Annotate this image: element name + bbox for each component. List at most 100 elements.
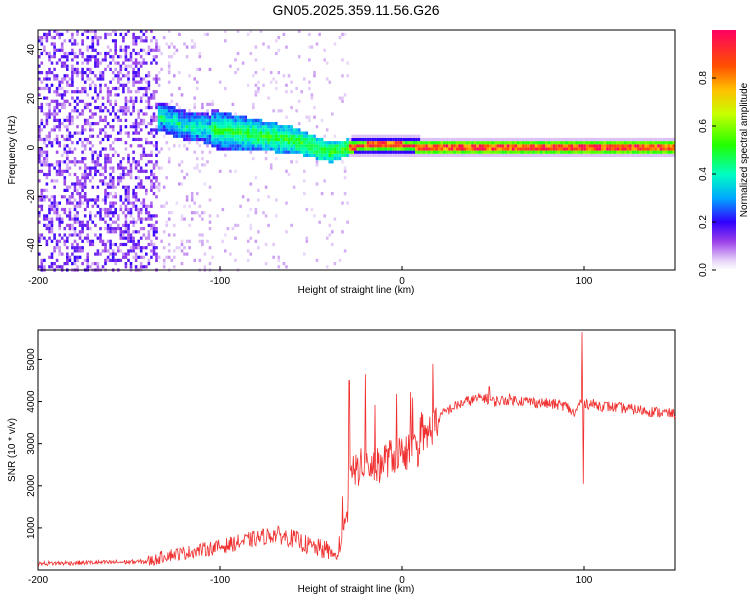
heatmap-cell [89,147,92,151]
heatmap-cell [101,172,105,177]
heatmap-cell [94,233,97,237]
heatmap-cell [132,83,135,87]
heatmap-cell [481,147,484,151]
heatmap-cell [60,207,64,212]
heatmap-cell [127,74,130,78]
heatmap-cell [361,153,365,157]
y-tick-label: 4000 [26,390,37,413]
heatmap-cell [150,118,153,122]
heatmap-cell [152,115,156,119]
heatmap-cell [224,153,227,157]
heatmap-cell [346,137,349,142]
heatmap-cell [48,137,51,142]
heatmap-cell [440,137,444,142]
heatmap-cell [425,144,428,148]
heatmap-cell [160,122,163,126]
heatmap-cell [38,214,41,218]
heatmap-cell [545,137,548,142]
heatmap-cell [415,147,418,151]
heatmap-cell [155,61,158,65]
heatmap-cell [547,141,551,145]
heatmap-cell [573,137,576,142]
heatmap-cell [43,86,46,91]
heatmap-cell [132,39,135,43]
heatmap-cell [68,137,72,142]
heatmap-cell [86,77,89,81]
spectrogram-y-label: Frequency (Hz) [7,116,18,185]
heatmap-cell [91,55,95,59]
heatmap-cell [185,137,189,142]
heatmap-cell [410,147,413,151]
heatmap-cell [96,39,100,43]
heatmap-cell [132,36,135,40]
heatmap-cell [142,93,146,97]
heatmap-cell [63,233,67,237]
heatmap-cell [252,74,255,78]
heatmap-cell [221,147,225,151]
heatmap-cell [573,141,576,145]
heatmap-cell [448,147,451,151]
heatmap-cell [315,147,319,151]
heatmap-cell [331,242,334,247]
heatmap-cell [634,137,637,142]
heatmap-cell [351,141,354,145]
heatmap-cell [504,137,507,142]
heatmap-cell [435,153,439,157]
heatmap-cell [203,137,207,142]
heatmap-cell [354,137,357,142]
heatmap-cell [366,153,370,157]
heatmap-cell [73,109,77,113]
heatmap-cell [150,239,153,243]
heatmap-cell [147,80,151,84]
heatmap-cell [527,153,530,157]
heatmap-cell [499,150,502,154]
heatmap-cell [73,55,77,59]
heatmap-cell [440,141,444,145]
heatmap-cell [81,90,84,94]
heatmap-cell [292,134,296,138]
heatmap-cell [374,137,377,142]
heatmap-cell [224,112,227,116]
heatmap-cell [659,137,663,142]
heatmap-cell [259,141,263,145]
heatmap-cell [180,93,184,97]
heatmap-cell [269,141,273,145]
heatmap-cell [420,153,423,157]
heatmap-cell [43,265,46,269]
heatmap-cell [150,249,153,253]
heatmap-cell [361,147,365,151]
heatmap-cell [124,242,128,247]
heatmap-cell [259,134,263,138]
heatmap-cell [430,141,433,145]
heatmap-cell [320,144,324,148]
heatmap-cell [412,150,416,154]
heatmap-cell [313,147,316,151]
heatmap-cell [124,172,128,177]
heatmap-cell [71,90,74,94]
heatmap-cell [422,137,426,142]
heatmap-cell [259,131,263,135]
heatmap-cell [481,150,484,154]
heatmap-cell [315,157,319,161]
heatmap-cell [73,185,77,189]
heatmap-cell [277,48,281,52]
heatmap-cell [277,125,281,129]
heatmap-cell [145,80,148,84]
heatmap-cell [399,141,403,145]
heatmap-cell [152,182,156,186]
heatmap-cell [78,223,82,227]
heatmap-cell [415,134,418,138]
heatmap-cell [114,45,117,49]
heatmap-cell [364,147,367,151]
heatmap-cell [185,131,189,135]
heatmap-cell [193,122,196,126]
heatmap-cell [162,118,166,122]
heatmap-cell [86,172,89,177]
heatmap-cell [331,147,334,151]
heatmap-cell [420,150,423,154]
heatmap-cell [132,137,135,142]
heatmap-cell [68,147,72,151]
heatmap-cell [66,125,69,129]
heatmap-cell [325,153,329,157]
heatmap-cell [262,137,265,142]
